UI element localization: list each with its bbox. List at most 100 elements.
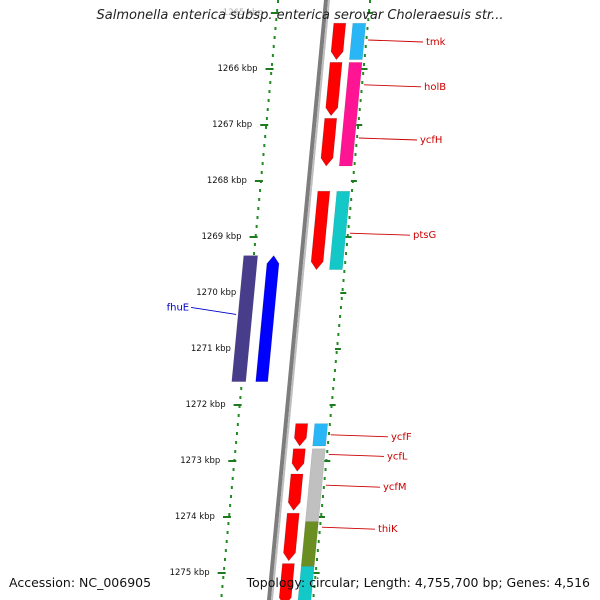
tick-label: 1265 kbp	[223, 8, 263, 18]
scale-dot	[254, 234, 257, 237]
scale-dot	[337, 333, 340, 336]
scale-dot	[363, 54, 366, 57]
scale-dot	[317, 540, 320, 543]
scale-dot	[277, 0, 279, 3]
scale-dot	[344, 261, 347, 264]
scale-tick	[249, 236, 258, 238]
scale-dot	[238, 405, 241, 408]
scale-dot	[322, 486, 325, 489]
scale-dot	[256, 216, 259, 219]
accession-text: Accession: NC_006905	[9, 575, 152, 590]
scale-tick	[356, 124, 363, 126]
scale-dot	[269, 81, 272, 84]
scale-dot	[360, 90, 363, 93]
forward-gene-arrow	[287, 473, 304, 511]
forward-gene-arrow	[291, 448, 306, 472]
scale-dot	[259, 189, 262, 192]
reverse-gene-track	[255, 255, 280, 382]
scale-dot	[352, 171, 355, 174]
scale-dot	[227, 522, 230, 525]
scale-dot	[329, 414, 332, 417]
gene-label-line	[328, 453, 385, 457]
scale-dot	[346, 234, 349, 237]
scale-tick	[233, 404, 242, 406]
scale-dot	[223, 558, 226, 561]
scale-tick	[345, 236, 352, 238]
forward-feature	[300, 521, 319, 567]
scale-dot	[312, 594, 315, 597]
scale-dot	[263, 144, 266, 147]
scale-dot	[240, 387, 243, 390]
scale-dot	[359, 99, 362, 102]
forward-gene-arrow	[278, 563, 295, 600]
scale-dot	[235, 441, 238, 444]
scale-dot	[320, 513, 323, 516]
forward-gene-arrow	[283, 512, 300, 562]
scale-dot	[335, 351, 338, 354]
scale-tick	[329, 404, 336, 406]
scale-dot	[221, 585, 224, 588]
gene-label-ycfF: ycfF	[391, 432, 412, 443]
scale-dot	[369, 0, 371, 3]
scale-tick	[217, 572, 226, 574]
scale-dot	[347, 225, 350, 228]
gene-label-line	[363, 84, 422, 88]
scale-dot	[253, 252, 256, 255]
scale-tick	[334, 348, 341, 350]
scale-dot	[362, 72, 365, 75]
scale-dot	[314, 576, 317, 579]
tick-label: 1271 kbp	[191, 344, 231, 354]
scale-dot	[319, 522, 322, 525]
tick-label: 1270 kbp	[196, 288, 236, 298]
scale-dot	[321, 495, 324, 498]
forward-feature	[297, 566, 315, 600]
tick-label: 1268 kbp	[207, 176, 247, 186]
tick-label: 1274 kbp	[175, 512, 215, 522]
scale-dot	[328, 423, 331, 426]
forward-gene-arrow	[330, 22, 347, 61]
scale-dot	[357, 126, 360, 129]
scale-dot	[315, 567, 318, 570]
map-title: Salmonella enterica subsp. enterica sero…	[96, 8, 504, 23]
scale-tick	[350, 180, 357, 182]
scale-dot	[336, 342, 339, 345]
scale-dot	[275, 18, 278, 21]
gene-label-ycfL: ycfL	[387, 451, 408, 462]
gene-label-tmk: tmk	[426, 37, 446, 48]
scale-dot	[226, 531, 229, 534]
scale-dot	[270, 72, 273, 75]
gene-label-line	[321, 526, 376, 530]
scale-dot	[365, 36, 368, 39]
gene-label-line	[358, 137, 418, 141]
scale-dot	[354, 153, 357, 156]
scale-dot	[235, 432, 238, 435]
scale-dot	[231, 477, 234, 480]
forward-feature	[305, 448, 326, 522]
scale-dot	[266, 108, 269, 111]
scale-tick	[318, 516, 325, 518]
scale-dot	[224, 549, 227, 552]
scale-dot	[364, 45, 367, 48]
scale-dot	[349, 207, 352, 210]
scale-dot	[258, 198, 261, 201]
forward-gene-arrow	[325, 62, 343, 117]
scale-tick	[313, 572, 320, 574]
scale-dot	[327, 432, 330, 435]
scale-dot	[273, 36, 276, 39]
scale-dot	[265, 126, 268, 129]
scale-dot	[262, 153, 265, 156]
scale-tick	[340, 292, 347, 294]
forward-gene-arrow	[294, 423, 309, 447]
scale-dot	[264, 135, 267, 138]
tick-label: 1267 kbp	[212, 120, 252, 130]
scale-dot	[368, 9, 371, 12]
scale-dot	[268, 90, 271, 93]
gene-label-ptsG: ptsG	[413, 230, 436, 241]
reverse-gene-arrow	[255, 255, 280, 382]
scale-dot	[313, 585, 316, 588]
scale-dot	[350, 198, 353, 201]
scale-tick	[265, 68, 274, 70]
scale-tick	[270, 12, 279, 14]
scale-dot	[271, 54, 274, 57]
scale-dot	[363, 63, 366, 66]
